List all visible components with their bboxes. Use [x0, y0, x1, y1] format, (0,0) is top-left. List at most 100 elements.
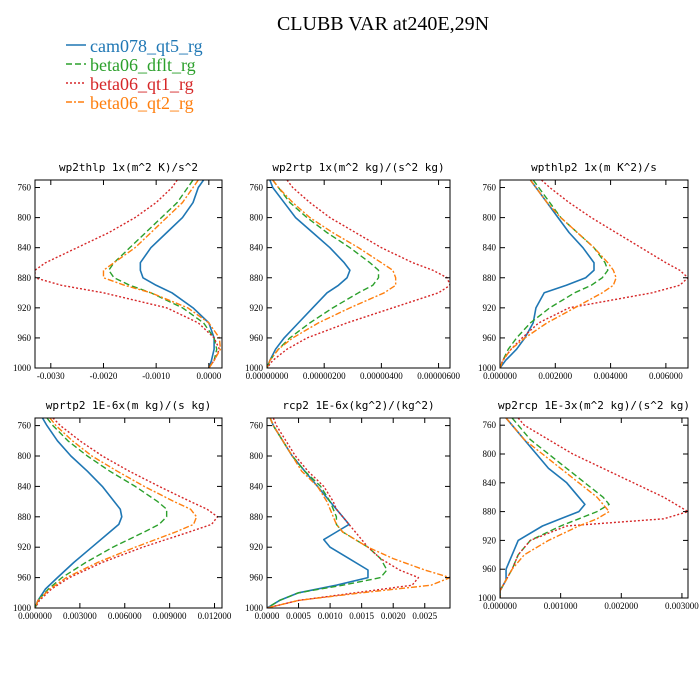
panel-title: wp2rcp 1E-3x(m^2 kg)/(s^2 kg) — [498, 399, 690, 412]
series-line-beta06_qt2_rg — [35, 418, 198, 608]
y-tick-label: 920 — [483, 535, 497, 545]
y-tick-label: 880 — [18, 273, 32, 283]
chart-panel: wp2thlp 1x(m^2 K)/s^2 760 800 840 880 920 960 1… — [13, 161, 223, 381]
x-tick-label: 0.0005 — [286, 611, 311, 621]
series-line-beta06_dflt_rg — [500, 418, 610, 598]
legend-label: cam078_qt5_rg — [90, 36, 203, 56]
chart-panels: wp2thlp 1x(m^2 K)/s^2 760 800 840 880 920 960 1… — [13, 161, 699, 621]
legend: cam078_qt5_rgbeta06_dflt_rgbeta06_qt1_rg… — [66, 36, 203, 113]
y-tick-label: 840 — [483, 243, 497, 253]
plot-frame — [266, 417, 451, 609]
y-tick-label: 760 — [250, 183, 264, 193]
x-tick-label: 0.003000 — [63, 611, 97, 621]
x-tick-label: 0.012000 — [198, 611, 232, 621]
x-tick-label: 0.00000400 — [360, 371, 403, 381]
x-tick-label: 0.001000 — [544, 601, 578, 611]
x-tick-label: 0.000000 — [18, 611, 52, 621]
y-tick-label: 920 — [483, 303, 497, 313]
series-line-beta06_qt1_rg — [500, 418, 688, 598]
chart-panel: wp2rtp 1x(m^2 kg)/(s^2 kg) 760 800 840 880 92… — [245, 161, 460, 381]
series-line-cam078_qt5_rg — [500, 418, 586, 598]
legend-label: beta06_dflt_rg — [90, 55, 196, 75]
y-tick-label: 960 — [483, 333, 497, 343]
x-tick-label: -0.0030 — [37, 371, 65, 381]
series-line-beta06_qt2_rg — [102, 180, 222, 368]
plot-frame — [34, 179, 223, 369]
series-line-beta06_dflt_rg — [108, 180, 218, 368]
series-line-beta06_dflt_rg — [500, 180, 609, 368]
y-tick-label: 1000 — [13, 603, 32, 613]
series-line-cam078_qt5_rg — [267, 418, 369, 608]
series-line-cam078_qt5_rg — [35, 418, 123, 608]
legend-label: beta06_qt1_rg — [90, 74, 194, 94]
y-tick-label: 800 — [18, 213, 32, 223]
panel-title: wpthlp2 1x(m K^2)/s — [531, 161, 657, 174]
y-tick-label: 800 — [250, 451, 264, 461]
y-tick-label: 880 — [483, 273, 497, 283]
y-tick-label: 1000 — [245, 363, 264, 373]
y-tick-label: 880 — [18, 512, 32, 522]
y-tick-label: 960 — [250, 333, 264, 343]
x-tick-label: 0.002000 — [538, 371, 572, 381]
y-tick-label: 800 — [250, 213, 264, 223]
legend-label: beta06_qt2_rg — [90, 93, 194, 113]
y-tick-label: 760 — [18, 421, 32, 431]
y-tick-label: 920 — [250, 303, 264, 313]
x-tick-label: 0.004000 — [594, 371, 628, 381]
series-line-beta06_qt1_rg — [35, 180, 221, 368]
x-tick-label: 0.00000200 — [303, 371, 346, 381]
x-tick-label: 0.009000 — [153, 611, 187, 621]
y-tick-label: 920 — [18, 542, 32, 552]
chart-panel: rcp2 1E-6x(kg^2)/(kg^2) 760 800 840 880 920 96… — [245, 399, 451, 621]
y-tick-label: 760 — [483, 420, 497, 430]
y-tick-label: 960 — [483, 564, 497, 574]
chart-panel: wpthlp2 1x(m K^2)/s 760 800 840 880 920 960 100… — [478, 161, 689, 381]
series-line-cam078_qt5_rg — [500, 180, 595, 368]
x-tick-label: 0.0000 — [255, 611, 280, 621]
x-tick-label: -0.0010 — [142, 371, 170, 381]
series-line-beta06_qt2_rg — [500, 418, 610, 598]
x-tick-label: 0.000000 — [483, 601, 517, 611]
series-line-beta06_dflt_rg — [35, 418, 168, 608]
series-line-beta06_qt2_rg — [500, 180, 617, 368]
series-line-beta06_dflt_rg — [267, 180, 380, 368]
plot-frame — [266, 179, 451, 369]
y-tick-label: 1000 — [13, 363, 32, 373]
x-tick-label: 0.0000 — [196, 371, 221, 381]
y-tick-label: 920 — [18, 303, 32, 313]
series-line-beta06_qt2_rg — [267, 180, 397, 368]
y-tick-label: 840 — [483, 478, 497, 488]
panel-title: wp2thlp 1x(m^2 K)/s^2 — [59, 161, 198, 174]
y-tick-label: 760 — [483, 183, 497, 193]
x-tick-label: 0.00000600 — [417, 371, 460, 381]
y-tick-label: 840 — [18, 243, 32, 253]
x-tick-label: 0.00000000 — [246, 371, 289, 381]
y-tick-label: 960 — [18, 333, 32, 343]
y-tick-label: 800 — [18, 451, 32, 461]
y-tick-label: 760 — [250, 421, 264, 431]
y-tick-label: 1000 — [478, 363, 497, 373]
x-tick-label: 0.0025 — [412, 611, 437, 621]
panel-title: wprtp2 1E-6x(m kg)/(s kg) — [46, 399, 212, 412]
x-tick-label: 0.003000 — [665, 601, 699, 611]
series-line-beta06_qt1_rg — [267, 180, 450, 368]
y-tick-label: 840 — [250, 481, 264, 491]
x-tick-label: 0.0015 — [349, 611, 374, 621]
series-line-beta06_qt1_rg — [267, 418, 420, 608]
y-tick-label: 880 — [250, 273, 264, 283]
series-line-cam078_qt5_rg — [139, 180, 215, 368]
figure-title: CLUBB VAR at240E,29N — [277, 13, 489, 35]
plot-frame — [34, 417, 223, 609]
y-tick-label: 760 — [18, 183, 32, 193]
y-tick-label: 880 — [483, 507, 497, 517]
x-tick-label: 0.000000 — [483, 371, 517, 381]
x-tick-label: 0.0010 — [318, 611, 343, 621]
series-line-beta06_dflt_rg — [267, 418, 388, 608]
x-tick-label: 0.006000 — [649, 371, 683, 381]
panel-title: wp2rtp 1x(m^2 kg)/(s^2 kg) — [272, 161, 444, 174]
chart-panel: wprtp2 1E-6x(m kg)/(s kg) 760 800 840 880 920… — [13, 399, 232, 621]
chart-panel: wp2rcp 1E-3x(m^2 kg)/(s^2 kg)760 800 840 88… — [478, 399, 699, 611]
x-tick-label: 0.002000 — [604, 601, 638, 611]
y-tick-label: 960 — [250, 573, 264, 583]
